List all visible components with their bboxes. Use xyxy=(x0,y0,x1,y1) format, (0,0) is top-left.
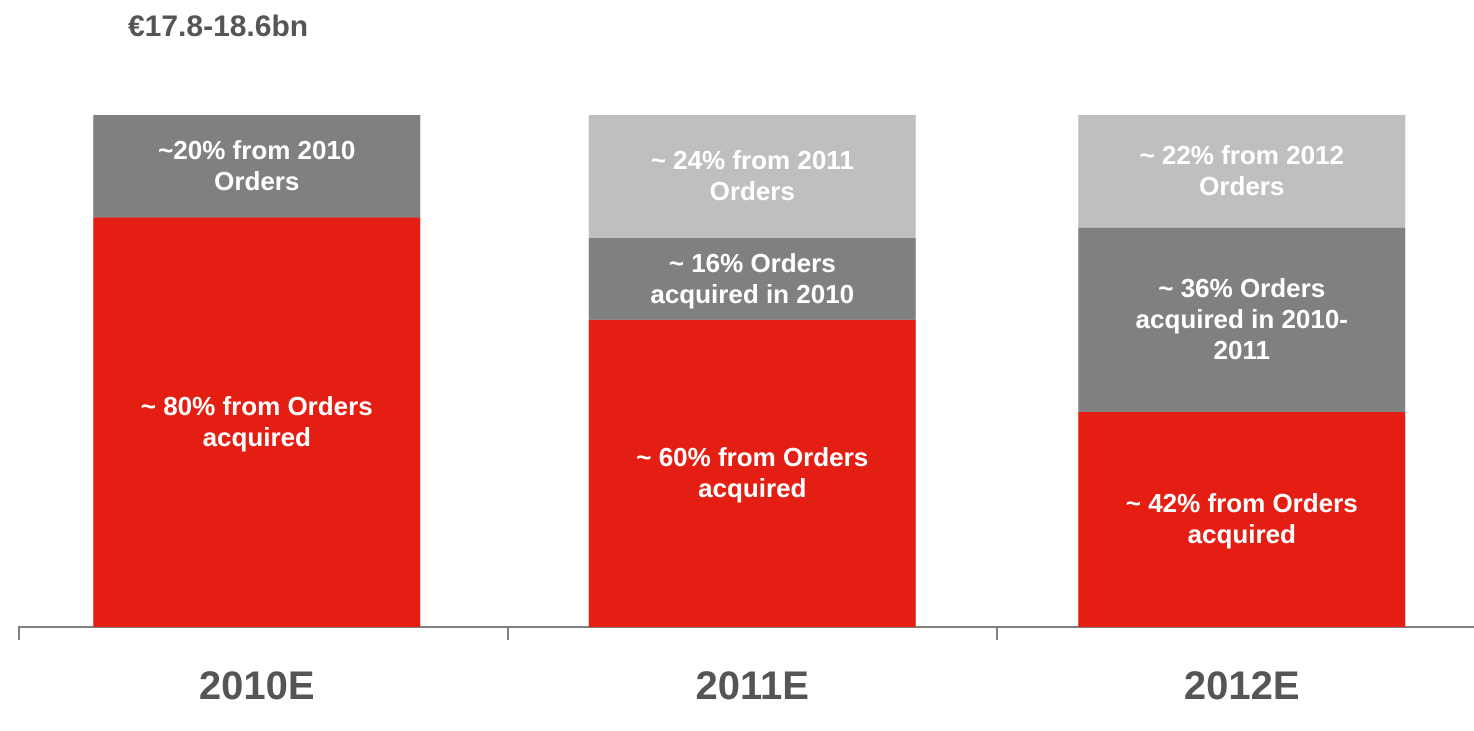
bar-label: ~ 36% Orders acquired in 2010-2011 xyxy=(1135,273,1348,366)
bar-segment xyxy=(1078,227,1406,412)
bar-label: ~ 42% from Orders acquired xyxy=(1125,488,1358,550)
bar-segment xyxy=(588,237,916,320)
bar-label: ~ 16% Orders acquired in 2010 xyxy=(650,247,855,309)
bar-segment xyxy=(93,217,421,627)
bar-label: ~ 60% from Orders acquired xyxy=(636,442,869,504)
bar-segment xyxy=(1078,411,1406,627)
x-tick-label: 2011E xyxy=(695,664,809,708)
bar-label: ~20% from 2010 Orders xyxy=(158,135,356,197)
bar-segment xyxy=(588,319,916,627)
bar-segment xyxy=(1078,115,1406,228)
bar-label: ~ 24% from 2011 Orders xyxy=(650,145,854,207)
bar-label: ~ 22% from 2012 Orders xyxy=(1139,140,1344,202)
x-tick-label: 2010E xyxy=(198,664,315,708)
bar-segment xyxy=(588,115,916,238)
bar-segment xyxy=(93,115,421,218)
bar-label: ~ 80% from Orders acquired xyxy=(140,391,373,453)
x-tick-label: 2012E xyxy=(1183,664,1300,708)
chart-title: €17.8-18.6bn xyxy=(128,10,309,43)
